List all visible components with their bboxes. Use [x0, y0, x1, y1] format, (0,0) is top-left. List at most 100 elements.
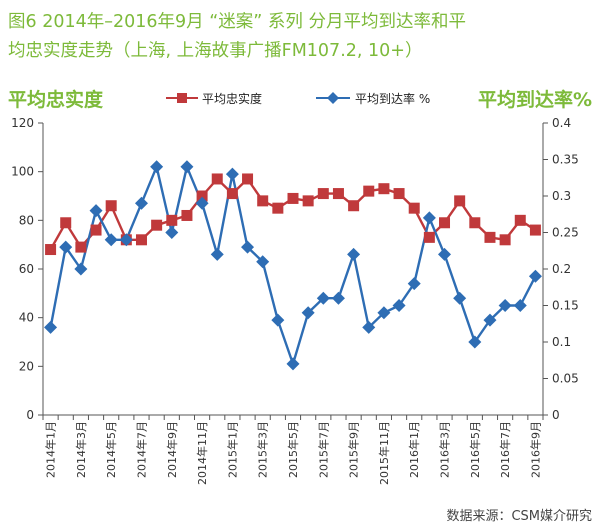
left-axis-label: 平均忠实度	[8, 88, 104, 111]
legend-marker-loyalty	[177, 93, 187, 103]
x-tick-label: 2014年3月	[74, 421, 88, 478]
left-tick-label: 100	[11, 165, 34, 179]
x-tick-label: 2016年9月	[528, 421, 542, 478]
plot-area: 0 20 40 60 80 100 120 0 0.05 0.1 0.15 0.2 0.25 0.3 0.3…	[11, 116, 579, 485]
loyalty-point	[257, 195, 269, 207]
reach-point	[468, 335, 482, 349]
x-tick-label: 2014年9月	[165, 421, 179, 478]
x-tick-label: 2016年5月	[468, 421, 482, 478]
reach-point	[210, 247, 224, 261]
loyalty-point	[196, 190, 208, 202]
reach-point	[195, 196, 209, 210]
right-axis-label: 平均到达率%	[478, 88, 592, 111]
reach-point	[256, 255, 270, 269]
reach-point	[377, 306, 391, 320]
loyalty-point	[363, 185, 375, 197]
x-tick-label: 2015年3月	[256, 421, 270, 478]
x-tick-label: 2014年5月	[104, 421, 118, 478]
left-tick-label: 120	[11, 116, 34, 130]
reach-point	[513, 299, 527, 312]
loyalty-point	[499, 234, 511, 246]
reach-point	[347, 247, 361, 261]
x-tick-label: 2015年1月	[225, 421, 239, 478]
reach-point	[498, 299, 512, 312]
reach-point	[483, 313, 497, 327]
loyalty-point	[302, 195, 314, 207]
reach-point	[422, 211, 436, 225]
x-tick-label: 2014年1月	[44, 421, 58, 478]
loyalty-point	[60, 217, 72, 229]
x-tick-label: 2014年11月	[195, 421, 209, 485]
reach-point	[438, 247, 452, 261]
source-note: 数据来源：CSM媒介研究	[446, 509, 592, 524]
reach-point	[59, 240, 73, 254]
right-tick-label: 0.05	[552, 372, 579, 386]
loyalty-point	[393, 188, 405, 200]
loyalty-point	[454, 195, 466, 207]
x-tick-label: 2016年3月	[438, 421, 452, 478]
reach-point	[528, 269, 542, 283]
loyalty-point	[317, 188, 329, 200]
x-tick-label: 2014年7月	[134, 421, 148, 478]
reach-point	[392, 299, 406, 312]
right-tick-label: 0.25	[552, 226, 579, 240]
loyalty-point	[287, 192, 299, 204]
reach-point	[301, 306, 315, 320]
reach-point	[44, 320, 58, 334]
x-tick-label: 2016年1月	[407, 421, 421, 478]
reach-point	[331, 291, 345, 305]
reach-point	[89, 204, 103, 218]
right-tick-label: 0	[552, 408, 560, 422]
x-tick-label: 2015年9月	[347, 421, 361, 478]
chart-title-line-1: 图6 2014年–2016年9月 “迷案” 系列 分月平均到达率和平	[8, 12, 466, 32]
reach-point	[74, 262, 88, 276]
reach-point	[104, 233, 118, 247]
reach-point	[271, 313, 285, 327]
loyalty-point	[408, 202, 420, 214]
loyalty-point	[166, 214, 178, 226]
loyalty-point	[211, 173, 223, 185]
chart-title-line-2: 均忠实度走势（上海, 上海故事广播FM107.2, 10+）	[8, 41, 422, 61]
right-tick-label: 0.15	[552, 299, 579, 313]
left-tick-label: 0	[26, 408, 34, 422]
reach-point	[241, 240, 255, 254]
left-tick-label: 60	[19, 262, 34, 276]
right-tick-label: 0.35	[552, 153, 579, 167]
x-tick-label: 2015年5月	[286, 421, 300, 478]
x-tick-label: 2016年7月	[498, 421, 512, 478]
loyalty-point	[348, 200, 360, 212]
loyalty-point	[226, 188, 238, 200]
loyalty-point	[105, 200, 117, 212]
legend-label-loyalty: 平均忠实度	[202, 91, 262, 106]
loyalty-point	[439, 217, 451, 229]
reach-point	[225, 167, 239, 181]
loyalty-point	[242, 173, 254, 185]
loyalty-point	[529, 224, 541, 236]
legend-marker-reach	[327, 92, 339, 104]
loyalty-point	[514, 214, 526, 226]
loyalty-point	[469, 217, 481, 229]
left-tick-label: 80	[19, 213, 34, 227]
loyalty-point	[45, 244, 57, 256]
loyalty-point	[90, 224, 102, 236]
loyalty-point	[135, 234, 147, 246]
right-tick-label: 0.3	[552, 189, 571, 203]
x-tick-label: 2015年7月	[316, 421, 330, 478]
reach-point	[134, 196, 148, 210]
right-tick-label: 0.4	[552, 116, 571, 130]
reach-point	[286, 357, 300, 371]
reach-point	[165, 226, 179, 239]
reach-point	[150, 160, 164, 174]
left-tick-label: 40	[19, 311, 34, 325]
legend: 平均忠实度 平均到达率 %	[166, 91, 430, 106]
reach-point	[407, 277, 421, 291]
loyalty-point	[181, 209, 193, 221]
reach-point	[119, 233, 133, 247]
loyalty-point	[75, 241, 87, 253]
reach-point	[362, 320, 376, 334]
left-tick-label: 20	[19, 359, 34, 373]
reach-point	[180, 160, 194, 174]
x-tick-label: 2015年11月	[377, 421, 391, 485]
legend-label-reach: 平均到达率 %	[355, 91, 430, 106]
reach-point	[453, 291, 467, 305]
